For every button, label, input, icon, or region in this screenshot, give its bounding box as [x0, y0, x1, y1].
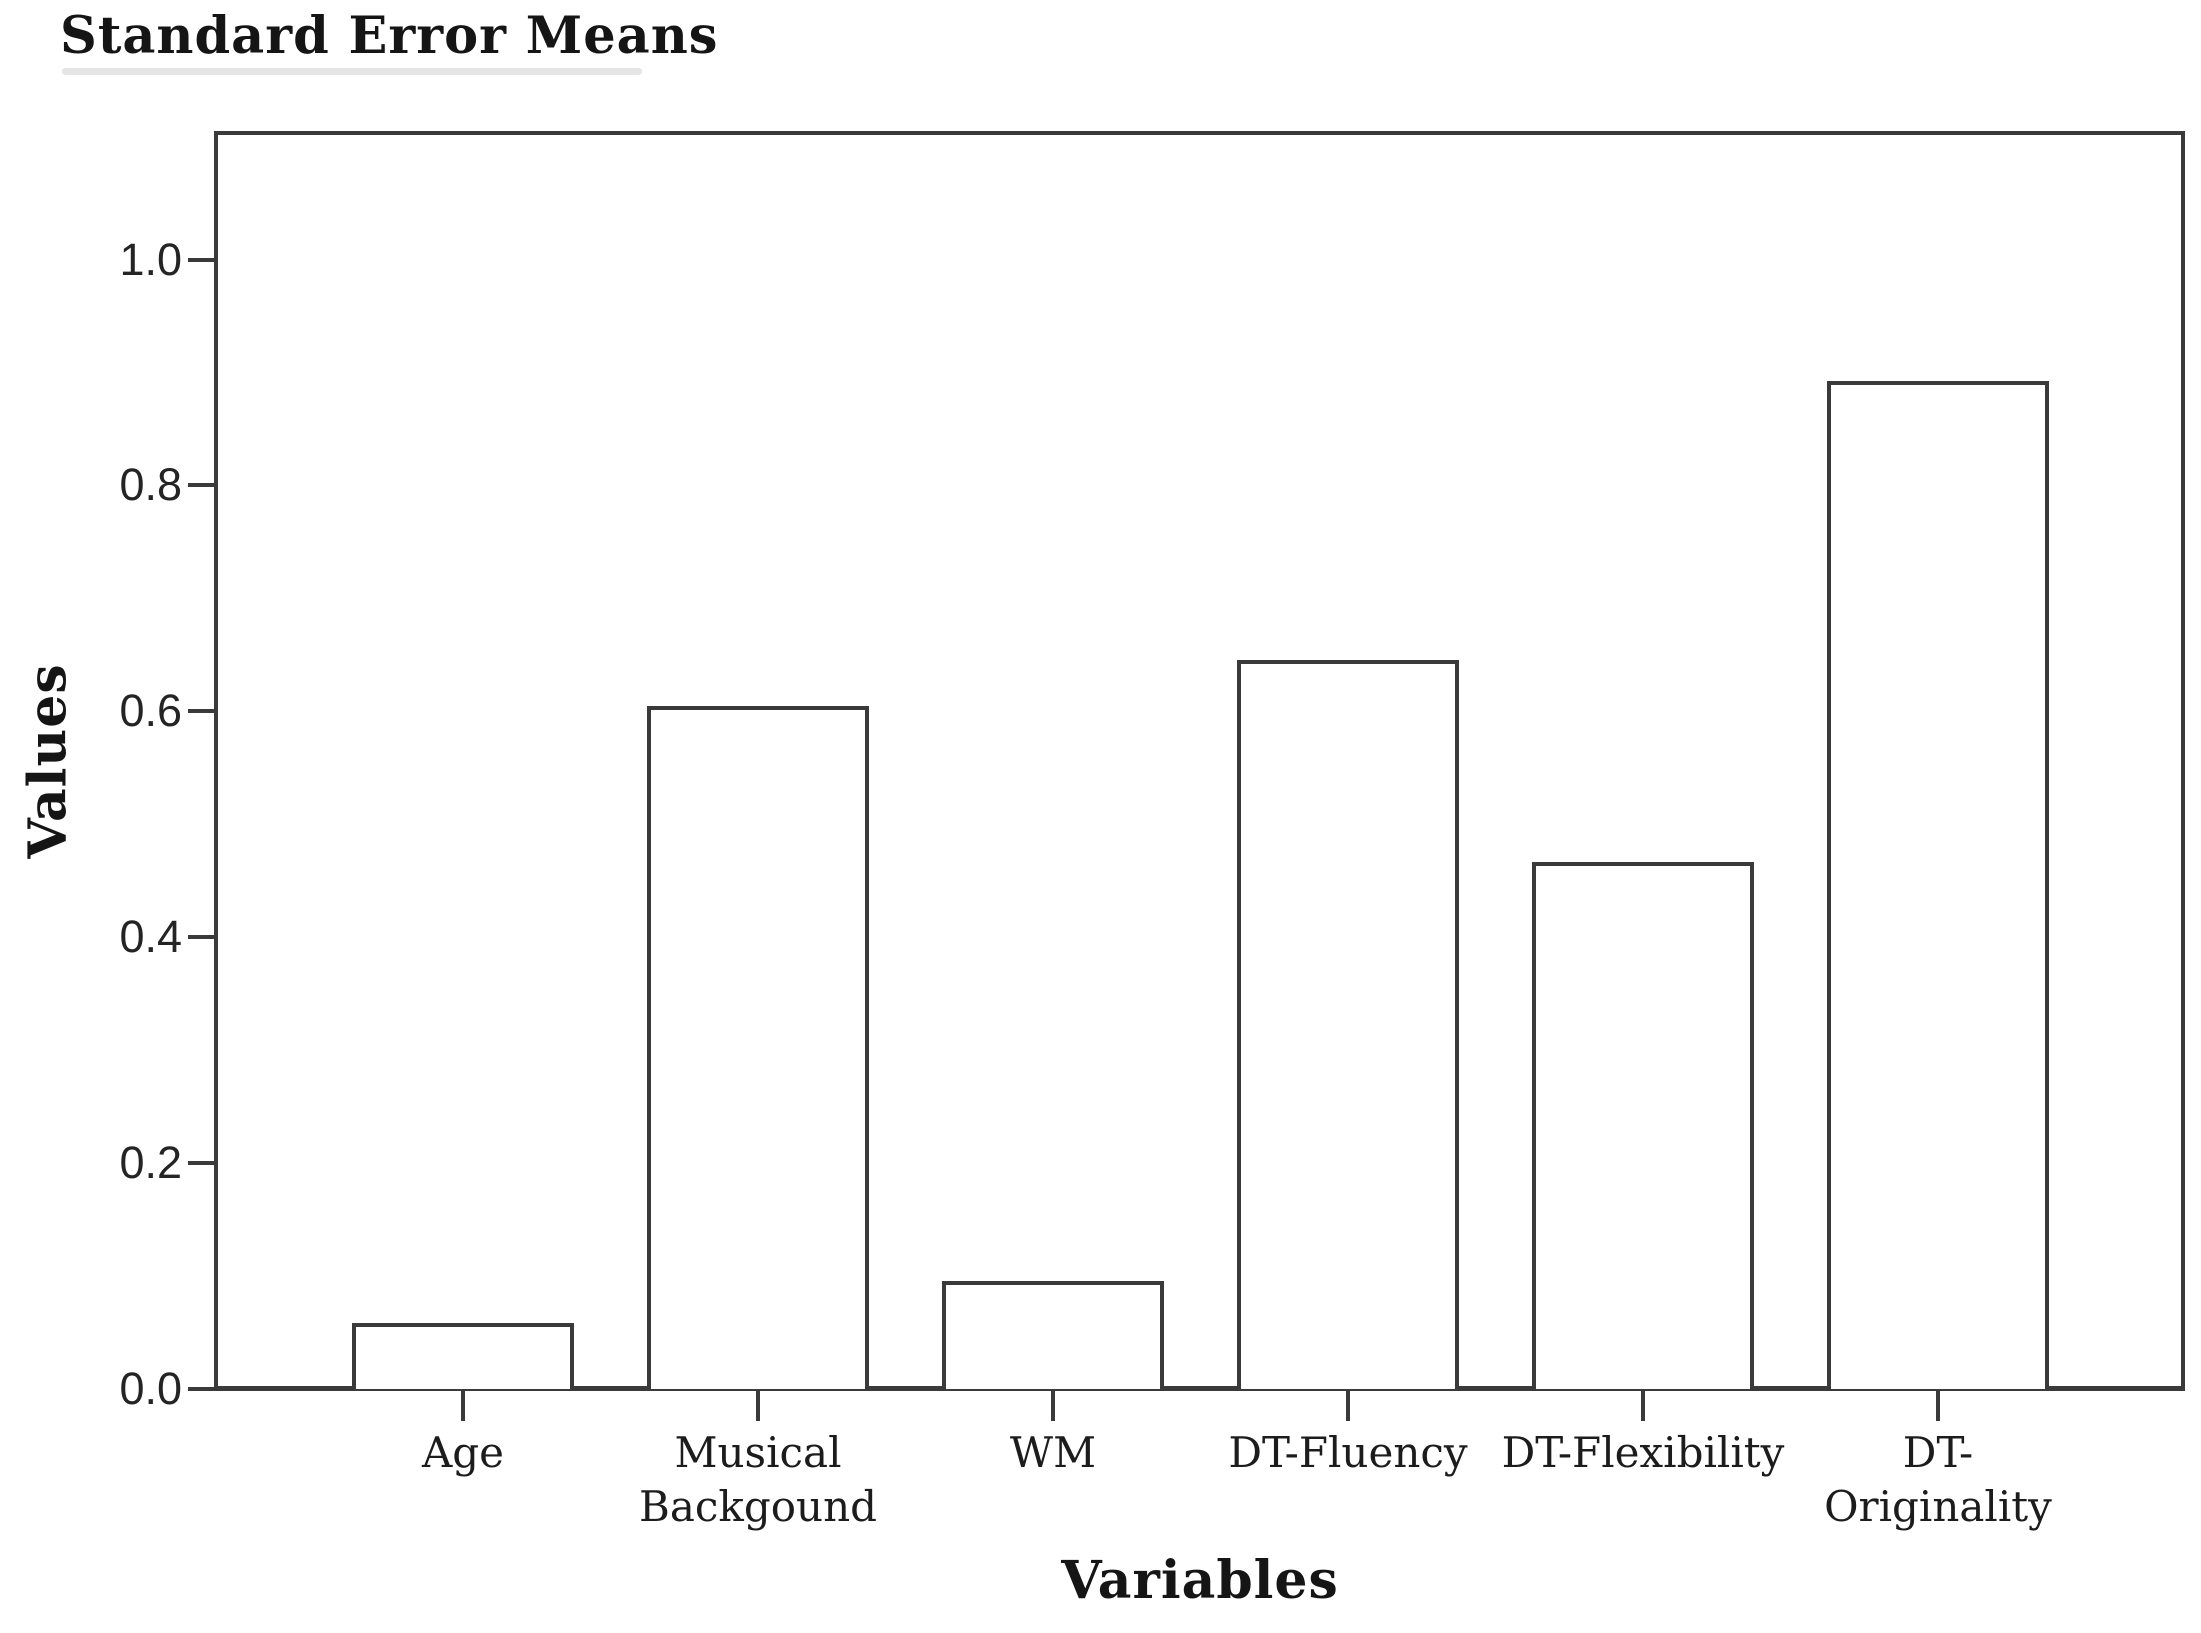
y-tick-label-0.4: 0.4: [119, 911, 182, 963]
bar-dt-flexibility: [1532, 861, 1754, 1389]
x-tick-dt-fluency: [1346, 1391, 1350, 1421]
y-tick-0.0: [188, 1387, 216, 1391]
y-tick-0.8: [188, 483, 216, 488]
title-underline-artifact: [62, 68, 642, 75]
x-tick-age: [461, 1391, 465, 1421]
y-tick-1.0: [188, 257, 216, 262]
x-tick-label-dt-fluency: DT-Fluency: [1178, 1426, 1518, 1480]
x-tick-label-line: DT-: [1902, 1428, 1974, 1477]
y-tick-0.4: [188, 935, 216, 940]
x-tick-label-dt-originality: DT- Originality: [1768, 1426, 2108, 1534]
bar-dt-originality: [1827, 381, 2049, 1389]
bar-musical-backgound: [647, 705, 869, 1389]
chart-title: Standard Error Means: [60, 6, 719, 66]
bar-age: [352, 1323, 574, 1389]
x-tick-label-line: Age: [421, 1428, 505, 1477]
x-tick-label-wm: WM: [883, 1426, 1223, 1480]
y-tick-label-0.2: 0.2: [119, 1137, 182, 1189]
y-tick-label-0.0: 0.0: [119, 1363, 182, 1414]
y-tick-label-1.0: 1.0: [119, 233, 182, 285]
x-tick-dt-originality: [1936, 1391, 1940, 1421]
x-axis-title: Variables: [1061, 1550, 1339, 1611]
x-tick-label-line: DT-Flexibility: [1501, 1428, 1785, 1477]
x-tick-wm: [1051, 1391, 1055, 1421]
x-tick-label-line: Originality: [1824, 1482, 2052, 1531]
x-tick-musical-backgound: [756, 1391, 760, 1421]
x-tick-label-line: Musical: [674, 1428, 842, 1477]
x-tick-label-line: WM: [1009, 1428, 1097, 1477]
y-tick-label-0.8: 0.8: [119, 459, 182, 511]
x-tick-label-age: Age: [293, 1426, 633, 1480]
y-tick-0.6: [188, 709, 216, 714]
bar-dt-fluency: [1237, 660, 1459, 1389]
x-tick-label-dt-flexibility: DT-Flexibility: [1473, 1426, 1813, 1480]
x-tick-dt-flexibility: [1641, 1391, 1645, 1421]
x-tick-label-musical-backgound: Musical Backgound: [588, 1426, 928, 1534]
bar-wm: [942, 1280, 1164, 1389]
x-tick-label-line: DT-Fluency: [1228, 1428, 1468, 1477]
x-tick-label-line: Backgound: [638, 1482, 878, 1531]
y-tick-label-0.6: 0.6: [119, 685, 182, 737]
y-tick-0.2: [188, 1161, 216, 1166]
